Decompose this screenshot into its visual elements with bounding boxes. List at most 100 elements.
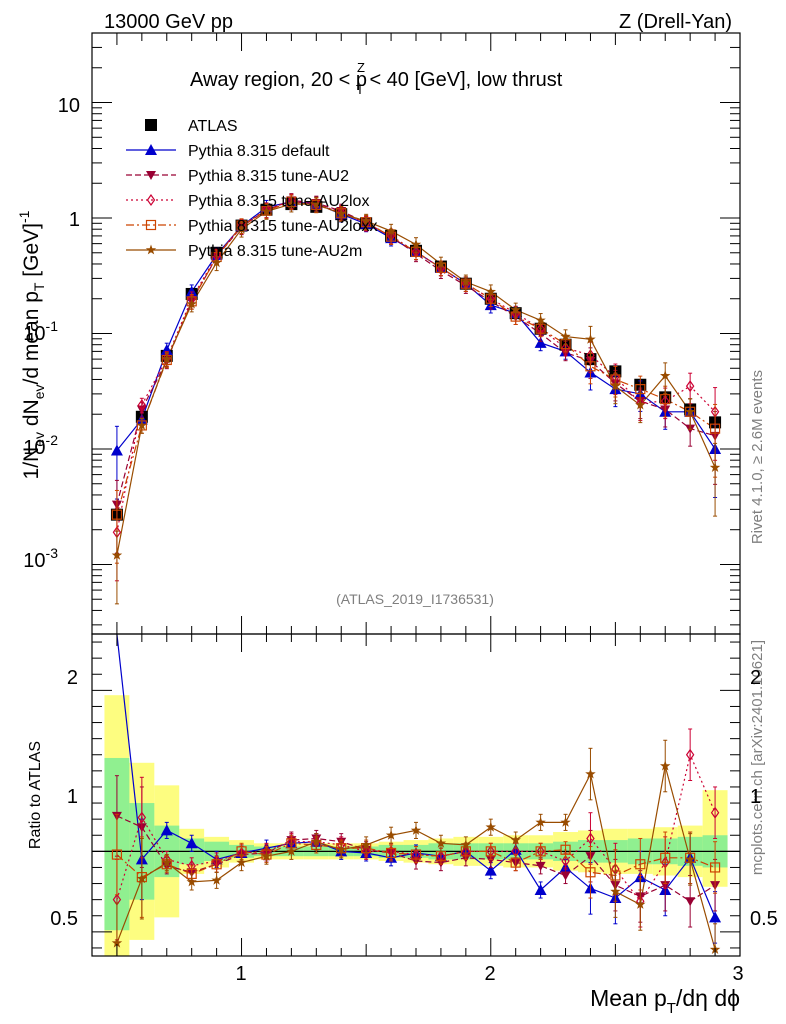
main-point-au2m <box>136 419 148 430</box>
main-point-default <box>110 444 123 456</box>
main-point-au2m <box>385 225 397 236</box>
ratio-point-au2m <box>435 837 447 848</box>
ratio-point-au2m <box>585 768 596 779</box>
main-point-au2m <box>560 331 571 342</box>
header-left: 13000 GeV pp <box>104 11 233 33</box>
main-point-au2m <box>311 198 322 209</box>
ratio-point-au2m <box>510 834 521 845</box>
ratio-point-au2loxx <box>635 859 646 870</box>
main-axis-ticks <box>91 32 741 634</box>
main-point-default <box>160 343 173 355</box>
main-point-au2loxx <box>660 394 671 405</box>
ratio-axis-ticks <box>91 634 741 956</box>
ratio-point-au2m <box>311 836 322 847</box>
ratio-y-tick-1: 1 <box>67 786 78 808</box>
ratio-point-au2 <box>560 871 571 881</box>
main-point-au2m <box>186 298 197 309</box>
main-point-au2m <box>236 223 247 234</box>
ratio-point-au2lox <box>561 854 570 868</box>
x-tick-2: 2 <box>484 963 495 985</box>
ratio-point-au2 <box>685 897 696 907</box>
ratio-point-au2lox <box>685 748 695 761</box>
ratio-data-layer <box>92 633 740 957</box>
main-point-au2lox <box>685 380 695 393</box>
ratio-point-default <box>709 911 722 923</box>
main-point-au2m <box>510 304 521 315</box>
legend-label-au2m: Pythia 8.315 tune-AU2m <box>188 243 362 260</box>
legend-marker-au2loxx <box>126 219 176 231</box>
ratio-point-au2m <box>136 873 148 884</box>
ratio-point-au2loxx <box>510 857 521 868</box>
y-tick-label-0.01: 10-2 <box>23 432 58 459</box>
ratio-point-au2m <box>560 816 571 827</box>
ratio-point-au2m <box>410 824 422 835</box>
ratio-point-default <box>484 864 497 876</box>
main-title: Away region, 20 < pTZ < 40 [GeV], low th… <box>190 60 563 97</box>
main-point-au2m <box>660 370 671 381</box>
ratio-point-au2m <box>385 829 397 840</box>
legend-label-au2loxx: Pythia 8.315 tune-AU2loxx <box>188 218 377 235</box>
y-tick-label-0.001: 10-3 <box>23 545 58 572</box>
y-tick-label-0.1: 10-1 <box>23 318 58 345</box>
main-point-au2m <box>460 276 472 287</box>
ratio-point-au2lox <box>586 832 595 845</box>
x-axis-title: Mean pT/dη dϕ <box>590 985 740 1017</box>
ratio-point-au2m <box>460 839 472 850</box>
ratio-line-default <box>116 633 716 918</box>
main-point-au2m <box>261 205 272 216</box>
main-point-au2m <box>336 208 347 219</box>
legend-entry-au2m: Pythia 8.315 tune-AU2m <box>126 243 362 260</box>
legend-entry-default: Pythia 8.315 default <box>126 143 330 160</box>
ratio-point-au2m <box>111 937 123 948</box>
legend-marker-au2lox <box>126 193 176 207</box>
ratio-point-au2loxx <box>485 846 496 857</box>
ratio-point-au2m <box>684 853 696 864</box>
legend-symbol-default <box>145 144 157 155</box>
ratio-point-au2m <box>535 816 546 827</box>
ratio-point-au2loxx <box>560 844 571 855</box>
main-data-layer <box>110 193 722 605</box>
y-tick-label-1: 1 <box>69 209 80 231</box>
ratio-point-au2loxx <box>111 849 123 860</box>
ratio-point-au2loxx <box>709 862 721 873</box>
ratio-point-default <box>185 837 198 849</box>
ratio-point-au2loxx <box>660 852 671 863</box>
main-point-au2m <box>635 399 646 410</box>
ratio-y-axis-title: Ratio to ATLAS <box>27 741 44 849</box>
ratio-y-tick-1-right: 1 <box>750 786 761 808</box>
main-y-axis-title: 1/Nev dNev/d mean pT [GeV]-1 <box>16 210 47 479</box>
legend-symbol-atlas <box>145 119 157 131</box>
main-point-au2lox <box>137 399 147 412</box>
ratio-y-tick-0.5-right: 0.5 <box>750 908 778 930</box>
main-point-au2m <box>535 314 546 325</box>
main-point-default <box>534 336 547 348</box>
legend-label-default: Pythia 8.315 default <box>188 143 330 160</box>
legend-label-au2: Pythia 8.315 tune-AU2 <box>188 168 349 185</box>
legend-entry-au2: Pythia 8.315 tune-AU2 <box>126 168 349 185</box>
main-point-au2m <box>360 215 372 226</box>
ratio-point-au2m <box>211 874 222 885</box>
rivet-label: Rivet 4.1.0, ≥ 2.6M events <box>749 370 766 544</box>
main-point-au2loxx <box>585 361 596 372</box>
legend-marker-default <box>126 144 176 155</box>
ratio-point-au2m <box>635 899 646 909</box>
ratio-point-au2m <box>161 857 172 868</box>
ratio-point-au2lox <box>710 806 720 819</box>
header-right: Z (Drell-Yan) <box>619 11 732 33</box>
ratio-point-au2m <box>186 876 197 887</box>
ratio-point-au2m <box>360 839 372 850</box>
ratio-y-tick-2-right: 2 <box>750 667 761 689</box>
ratio-point-au2loxx <box>385 847 397 859</box>
main-point-au2m <box>485 286 496 297</box>
y-tick-label-10: 10 <box>58 95 80 117</box>
main-point-au2m <box>709 462 721 472</box>
legend-symbol-au2lox <box>146 193 156 207</box>
x-tick-1: 1 <box>235 963 246 985</box>
legend-marker-au2m <box>126 244 176 255</box>
ratio-y-tick-0.5: 0.5 <box>50 908 78 930</box>
ratio-point-au2loxx <box>585 867 596 878</box>
main-point-au2m <box>211 257 222 268</box>
ratio-point-au2loxx <box>211 859 222 870</box>
legend-entry-atlas: ATLAS <box>145 118 238 135</box>
